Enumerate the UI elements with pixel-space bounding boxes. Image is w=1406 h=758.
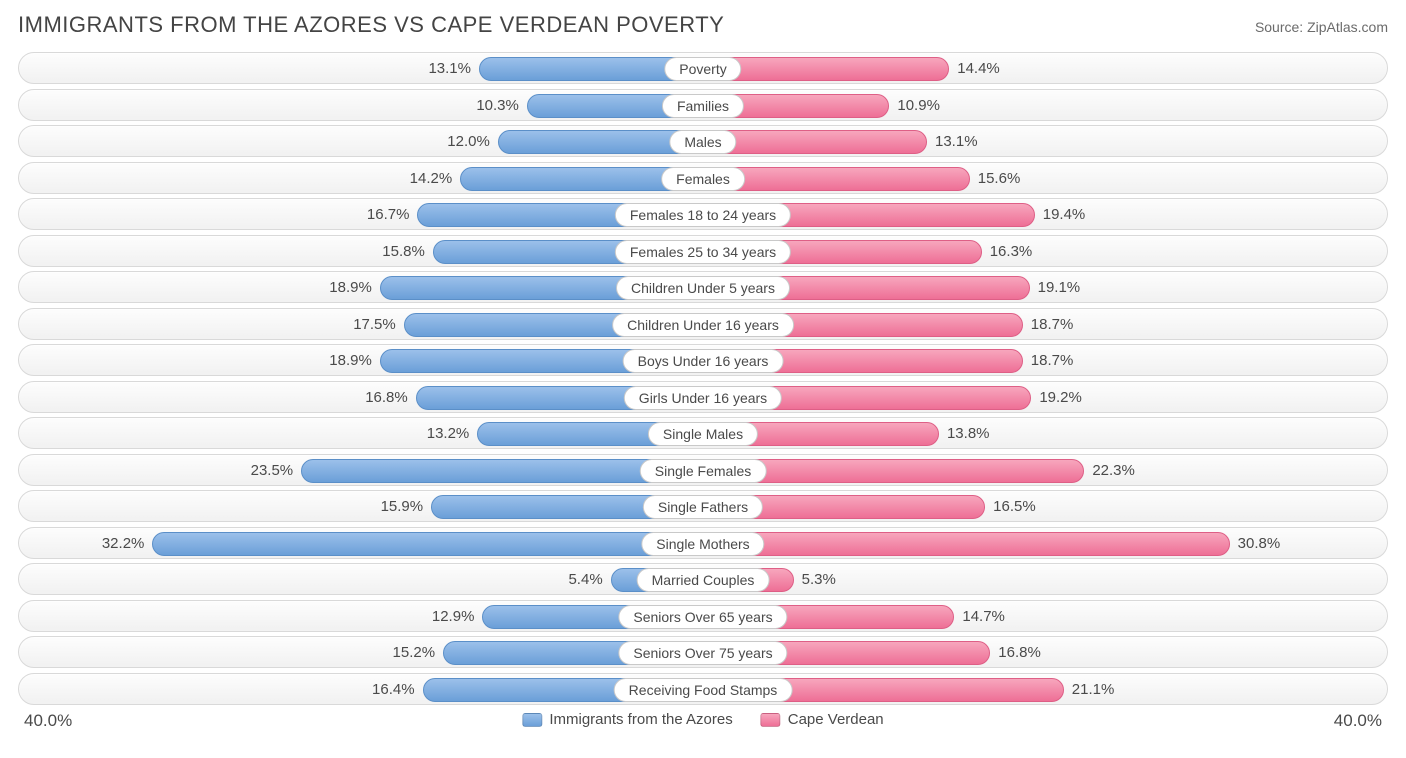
value-label-left: 16.4% — [372, 674, 423, 706]
value-label-left: 15.2% — [393, 637, 444, 669]
category-pill: Females 25 to 34 years — [615, 240, 791, 264]
bar-right — [703, 532, 1230, 556]
bar-row: 13.1% 14.4% Poverty — [18, 52, 1388, 84]
bar-row: 10.3% 10.9% Families — [18, 89, 1388, 121]
legend-swatch-left — [522, 713, 542, 727]
category-pill: Females 18 to 24 years — [615, 203, 791, 227]
source-name: ZipAtlas.com — [1307, 19, 1388, 35]
bar-row: 18.9% 19.1% Children Under 5 years — [18, 271, 1388, 303]
value-label-left: 12.9% — [432, 601, 483, 633]
value-label-right: 19.4% — [1035, 199, 1086, 231]
bar-right — [703, 130, 927, 154]
chart-source: Source: ZipAtlas.com — [1255, 19, 1388, 35]
chart-area: 13.1% 14.4% Poverty 10.3% 10.9% Families 12.0%… — [18, 52, 1388, 705]
value-label-right: 13.1% — [927, 126, 978, 158]
value-label-right: 16.3% — [982, 236, 1033, 268]
value-label-left: 18.9% — [329, 272, 380, 304]
category-pill: Single Fathers — [643, 495, 763, 519]
value-label-left: 10.3% — [476, 90, 527, 122]
value-label-left: 16.8% — [365, 382, 416, 414]
legend: Immigrants from the Azores Cape Verdean — [522, 711, 883, 728]
value-label-left: 15.9% — [381, 491, 432, 523]
category-pill: Males — [669, 130, 736, 154]
bar-row: 14.2% 15.6% Females — [18, 162, 1388, 194]
bar-row: 16.8% 19.2% Girls Under 16 years — [18, 381, 1388, 413]
value-label-left: 17.5% — [353, 309, 404, 341]
category-pill: Boys Under 16 years — [623, 349, 784, 373]
category-pill: Females — [661, 167, 745, 191]
category-pill: Poverty — [664, 57, 741, 81]
value-label-left: 5.4% — [568, 564, 610, 596]
value-label-right: 18.7% — [1023, 309, 1074, 341]
chart-title: IMMIGRANTS FROM THE AZORES VS CAPE VERDE… — [18, 12, 724, 38]
value-label-right: 13.8% — [939, 418, 990, 450]
value-label-left: 13.1% — [428, 53, 479, 85]
bar-row: 16.7% 19.4% Females 18 to 24 years — [18, 198, 1388, 230]
bar-row: 5.4% 5.3% Married Couples — [18, 563, 1388, 595]
value-label-right: 14.4% — [949, 53, 1000, 85]
axis-max-left: 40.0% — [24, 711, 72, 731]
value-label-right: 19.1% — [1030, 272, 1081, 304]
value-label-right: 16.8% — [990, 637, 1041, 669]
bar-row: 17.5% 18.7% Children Under 16 years — [18, 308, 1388, 340]
bar-left — [152, 532, 703, 556]
bar-row: 32.2% 30.8% Single Mothers — [18, 527, 1388, 559]
category-pill: Families — [662, 94, 744, 118]
value-label-left: 32.2% — [102, 528, 153, 560]
legend-item-left: Immigrants from the Azores — [522, 711, 732, 728]
bar-row: 18.9% 18.7% Boys Under 16 years — [18, 344, 1388, 376]
value-label-left: 23.5% — [251, 455, 302, 487]
axis-max-right: 40.0% — [1334, 711, 1382, 731]
source-prefix: Source: — [1255, 19, 1307, 35]
category-pill: Seniors Over 75 years — [618, 641, 787, 665]
value-label-left: 16.7% — [367, 199, 418, 231]
value-label-right: 16.5% — [985, 491, 1036, 523]
category-pill: Single Males — [648, 422, 758, 446]
legend-item-right: Cape Verdean — [761, 711, 884, 728]
chart-header: IMMIGRANTS FROM THE AZORES VS CAPE VERDE… — [18, 12, 1388, 38]
bar-row: 12.9% 14.7% Seniors Over 65 years — [18, 600, 1388, 632]
legend-label-left: Immigrants from the Azores — [549, 711, 732, 728]
value-label-left: 15.8% — [382, 236, 433, 268]
value-label-left: 14.2% — [410, 163, 461, 195]
bar-row: 15.2% 16.8% Seniors Over 75 years — [18, 636, 1388, 668]
value-label-right: 22.3% — [1084, 455, 1135, 487]
category-pill: Single Females — [640, 459, 767, 483]
category-pill: Seniors Over 65 years — [618, 605, 787, 629]
bar-row: 13.2% 13.8% Single Males — [18, 417, 1388, 449]
category-pill: Receiving Food Stamps — [614, 678, 793, 702]
value-label-right: 15.6% — [970, 163, 1021, 195]
value-label-right: 19.2% — [1031, 382, 1082, 414]
category-pill: Married Couples — [637, 568, 770, 592]
bar-row: 15.8% 16.3% Females 25 to 34 years — [18, 235, 1388, 267]
bar-row: 16.4% 21.1% Receiving Food Stamps — [18, 673, 1388, 705]
category-pill: Single Mothers — [641, 532, 764, 556]
legend-swatch-right — [761, 713, 781, 727]
value-label-left: 13.2% — [427, 418, 478, 450]
legend-label-right: Cape Verdean — [788, 711, 884, 728]
value-label-right: 18.7% — [1023, 345, 1074, 377]
bar-row: 12.0% 13.1% Males — [18, 125, 1388, 157]
value-label-right: 21.1% — [1064, 674, 1115, 706]
value-label-right: 5.3% — [794, 564, 836, 596]
value-label-left: 18.9% — [329, 345, 380, 377]
chart-footer: 40.0% Immigrants from the Azores Cape Ve… — [18, 709, 1388, 737]
value-label-right: 14.7% — [954, 601, 1005, 633]
bar-row: 23.5% 22.3% Single Females — [18, 454, 1388, 486]
value-label-right: 10.9% — [889, 90, 940, 122]
category-pill: Children Under 16 years — [612, 313, 794, 337]
category-pill: Children Under 5 years — [616, 276, 790, 300]
bar-row: 15.9% 16.5% Single Fathers — [18, 490, 1388, 522]
value-label-left: 12.0% — [447, 126, 498, 158]
value-label-right: 30.8% — [1230, 528, 1281, 560]
category-pill: Girls Under 16 years — [624, 386, 782, 410]
